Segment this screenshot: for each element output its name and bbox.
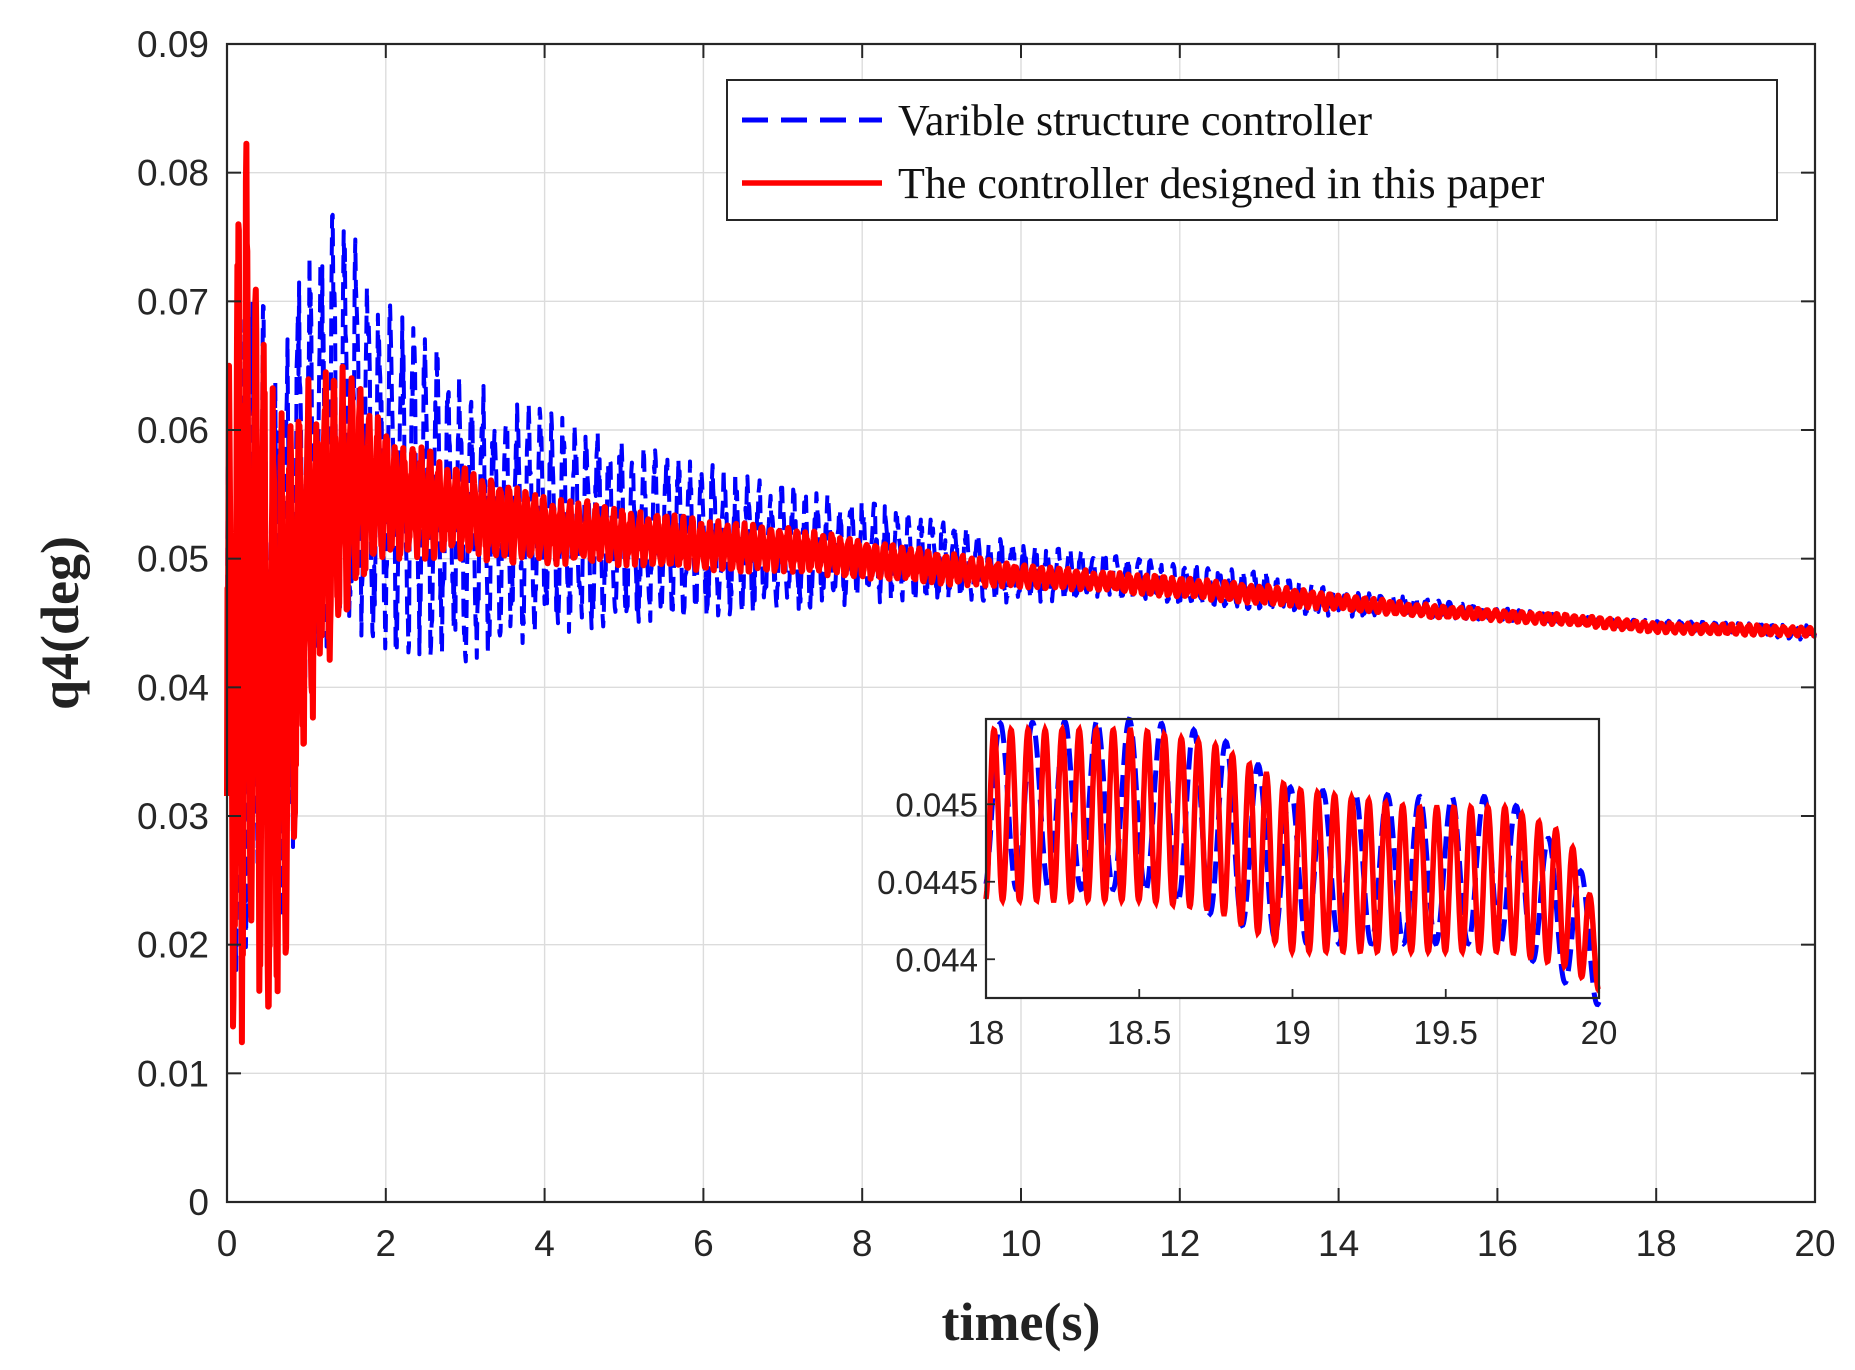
legend-label-varible-structure: Varible structure controller [898,96,1372,145]
main-axis-ticks: 0 2 4 6 8 10 12 14 16 18 20 0 0.01 0.02 0.03 0.04 0.05 0.… [137,24,1836,1264]
y-tick-label-0-08: 0.08 [137,153,209,194]
inset-x-tick-label-20: 20 [1581,1014,1618,1051]
y-tick-label-0-09: 0.09 [137,24,209,65]
x-tick-label-18: 18 [1636,1223,1677,1264]
y-tick-label-0: 0 [188,1182,209,1223]
y-tick-label-0-03: 0.03 [137,796,209,837]
y-tick-label-0-01: 0.01 [137,1053,209,1094]
y-axis-label: q4(deg) [30,536,90,710]
inset-y-tick-label-0-045: 0.045 [895,786,978,823]
x-tick-label-8: 8 [852,1223,873,1264]
x-tick-label-4: 4 [534,1223,555,1264]
inset-x-tick-label-18-5: 18.5 [1107,1014,1171,1051]
series-designed-controller [224,140,1818,1046]
x-tick-label-12: 12 [1159,1223,1200,1264]
legend: Varible structure controller The control… [726,79,1778,221]
inset-axis-ticks: 18 18.5 19 19.5 20 0.044 0.0445 0.045 [877,786,1617,1051]
y-tick-label-0-04: 0.04 [137,667,209,708]
inset-x-tick-label-19: 19 [1274,1014,1311,1051]
x-tick-label-2: 2 [376,1223,397,1264]
y-tick-label-0-05: 0.05 [137,539,209,580]
y-tick-label-0-07: 0.07 [137,281,209,322]
legend-box [726,79,1778,221]
x-tick-label-10: 10 [1000,1223,1041,1264]
inset-y-tick-label-0-044: 0.044 [895,941,978,978]
inset-designed-controller-line [983,722,1601,994]
x-tick-label-6: 6 [693,1223,714,1264]
inset-y-tick-label-0-0445: 0.0445 [877,864,978,901]
x-axis-label: time(s) [942,1292,1101,1352]
designed-controller-line [224,140,1818,1046]
x-tick-label-16: 16 [1477,1223,1518,1264]
y-tick-label-0-02: 0.02 [137,925,209,966]
x-tick-label-0: 0 [217,1223,238,1264]
y-tick-label-0-06: 0.06 [137,410,209,451]
inset-zoom-chart: 18 18.5 19 19.5 20 0.044 0.0445 0.045 [877,716,1617,1051]
inset-x-tick-label-18: 18 [968,1014,1005,1051]
x-tick-label-20: 20 [1794,1223,1835,1264]
main-plot-area [224,140,1818,1046]
legend-label-designed-controller: The controller designed in this paper [898,159,1545,208]
inset-plot-area [983,716,1602,1008]
x-tick-label-14: 14 [1318,1223,1359,1264]
inset-x-tick-label-19-5: 19.5 [1414,1014,1478,1051]
